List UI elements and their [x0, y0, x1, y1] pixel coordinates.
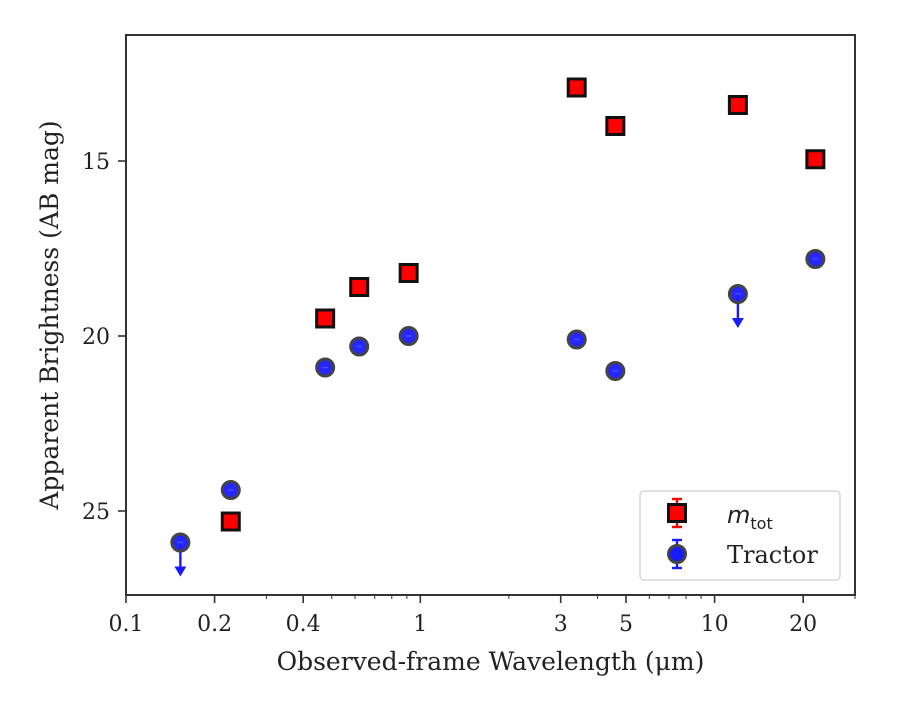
legend-box — [639, 490, 841, 581]
y-tick-label: 25 — [82, 500, 110, 525]
legend: mtot Tractor — [639, 490, 841, 581]
legend-mtot-symbol: m — [727, 501, 750, 529]
tractor-point — [566, 329, 587, 350]
y-tick-label: 15 — [82, 150, 110, 175]
legend-mtot-marker — [667, 503, 687, 523]
x-tick-label: 20 — [789, 612, 817, 637]
tractor-point — [220, 480, 241, 500]
mtot-point — [605, 116, 626, 136]
mtot-point — [805, 149, 826, 170]
legend-tractor-marker — [667, 544, 687, 564]
mtot-marker — [727, 95, 748, 115]
ticks-layer: 0.1 0.2 0.4 1 3 5 10 20 15 20 25 — [82, 150, 856, 637]
y-tick-label: 20 — [82, 325, 110, 350]
upper-limit-arrow-head — [174, 566, 187, 577]
x-tick-label: 10 — [701, 612, 729, 637]
mtot-point — [398, 263, 419, 283]
mtot-point — [349, 277, 370, 297]
mtot-marker — [220, 511, 241, 532]
mtot-marker — [349, 277, 370, 297]
mtot-marker — [566, 77, 587, 98]
mtot-point — [566, 77, 587, 98]
legend-label-tractor: Tractor — [727, 541, 818, 569]
y-axis-label: Apparent Brightness (AB mag) — [35, 120, 64, 510]
plot-frame — [125, 34, 856, 596]
legend-label-mtot: mtot — [727, 501, 773, 533]
mtot-marker — [398, 263, 419, 283]
legend-entry-tractor: Tractor — [667, 538, 818, 570]
x-axis-label: Observed-frame Wavelength (μm) — [277, 647, 705, 676]
mtot-marker — [315, 308, 336, 329]
x-tick-label: 1 — [413, 612, 427, 637]
tractor-point — [349, 336, 370, 357]
mtot-point — [727, 95, 748, 115]
x-tick-label: 5 — [619, 612, 633, 637]
mtot-point — [315, 308, 336, 329]
x-tick-label: 0.2 — [197, 612, 232, 637]
tractor-point — [805, 249, 826, 269]
tractor-point — [170, 532, 191, 553]
tractor-point — [315, 357, 336, 378]
tractor-point — [605, 361, 626, 381]
marks-layer — [170, 77, 826, 577]
mtot-marker — [605, 116, 626, 136]
mtot-point — [220, 511, 241, 532]
mtot-marker — [805, 149, 826, 170]
legend-mtot-subscript: tot — [750, 514, 772, 533]
legend-entry-mtot: mtot — [667, 497, 773, 533]
upper-limit-arrow-head — [731, 318, 744, 328]
tractor-point — [727, 284, 748, 304]
x-tick-label: 0.4 — [286, 612, 321, 637]
x-tick-label: 0.1 — [109, 612, 144, 637]
tractor-point — [398, 326, 419, 346]
x-tick-label: 3 — [554, 612, 568, 637]
